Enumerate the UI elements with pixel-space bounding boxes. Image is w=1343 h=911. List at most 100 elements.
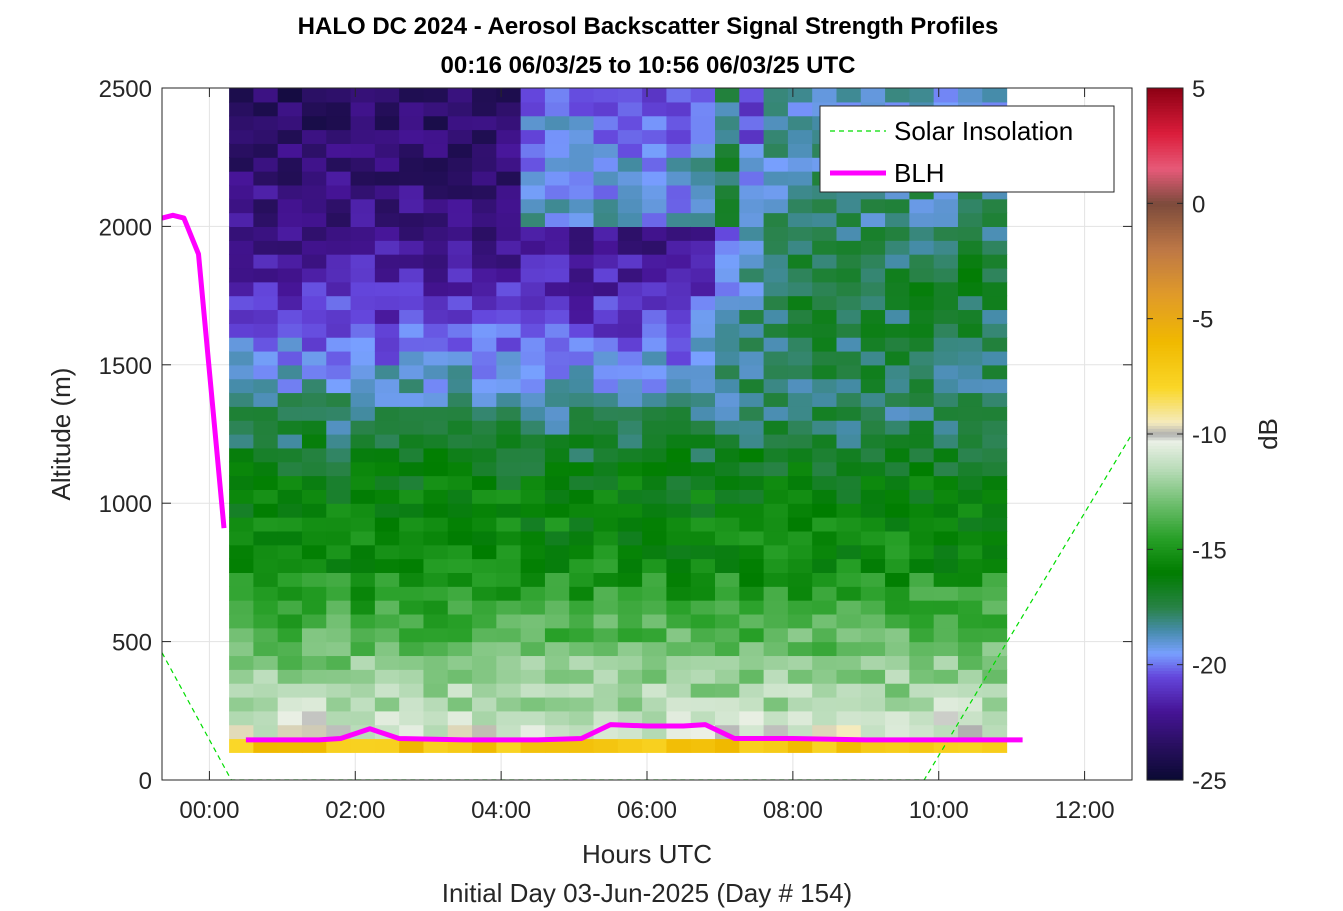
heatmap-cell <box>520 475 546 490</box>
heatmap-cell <box>909 710 935 726</box>
heatmap-cell <box>763 724 789 740</box>
heatmap-cell <box>666 171 692 186</box>
heatmap-cell <box>836 323 862 338</box>
colorbar-segment <box>1147 592 1183 597</box>
colorbar-segment <box>1147 223 1183 227</box>
heatmap-cell <box>666 88 692 103</box>
heatmap-cell <box>569 420 595 435</box>
heatmap-cell <box>690 281 716 297</box>
heatmap-cell <box>836 420 862 435</box>
heatmap-cell <box>520 281 546 297</box>
heatmap-cell <box>593 669 619 684</box>
heatmap-cell <box>860 364 886 380</box>
heatmap-cell <box>836 295 862 311</box>
heatmap-cell <box>690 572 716 587</box>
heatmap-cell <box>739 212 765 227</box>
heatmap-cell <box>447 627 473 643</box>
colorbar-segment <box>1147 353 1183 357</box>
heatmap-cell <box>666 226 692 241</box>
heatmap-cell <box>957 710 983 726</box>
heatmap-cell <box>739 627 765 643</box>
heatmap-cell <box>763 101 789 117</box>
heatmap-cell <box>836 517 862 532</box>
heatmap-cell <box>642 295 668 311</box>
colorbar-segment <box>1147 578 1183 582</box>
colorbar-tick-label: 5 <box>1192 76 1205 103</box>
heatmap-cell <box>909 337 935 352</box>
heatmap-cell <box>617 198 643 214</box>
colorbar-segment <box>1147 307 1183 311</box>
heatmap-cell <box>423 184 449 200</box>
heatmap-cell <box>593 586 619 601</box>
x-tick-label: 10:00 <box>909 797 969 824</box>
heatmap-cell <box>569 558 595 573</box>
colorbar-segment <box>1147 396 1183 400</box>
heatmap-cell <box>593 309 619 324</box>
heatmap-cell <box>399 710 425 726</box>
heatmap-cell <box>472 171 497 186</box>
heatmap-cell <box>277 281 303 297</box>
heatmap-cell <box>253 447 279 463</box>
heatmap-cell <box>715 683 740 698</box>
heatmap-cell <box>447 683 473 698</box>
legend-blh-label: BLH <box>894 158 945 188</box>
heatmap-cell <box>253 143 279 158</box>
colorbar-segment <box>1147 621 1183 625</box>
heatmap-cell <box>229 378 254 394</box>
heatmap-cell <box>277 254 303 269</box>
heatmap-cell <box>496 364 522 380</box>
heatmap-cell <box>787 489 813 504</box>
heatmap-cell <box>229 558 254 573</box>
heatmap-cell <box>472 696 497 712</box>
heatmap-cell <box>496 281 522 297</box>
heatmap-cell <box>982 364 1008 380</box>
heatmap-cell <box>860 530 886 546</box>
heatmap-cell <box>860 406 886 421</box>
heatmap-cell <box>885 627 910 643</box>
heatmap-cell <box>690 655 716 670</box>
heatmap-cell <box>253 212 279 227</box>
heatmap-cell <box>374 101 400 117</box>
heatmap-cell <box>423 323 449 338</box>
heatmap-cell <box>860 198 886 214</box>
colorbar-segment <box>1147 154 1183 158</box>
heatmap-cell <box>374 530 400 546</box>
heatmap-cell <box>739 392 765 407</box>
heatmap-cell <box>301 267 327 283</box>
heatmap-cell <box>447 420 473 435</box>
heatmap-cell <box>957 392 983 407</box>
heatmap-cell <box>326 738 352 753</box>
heatmap-cell <box>447 378 473 394</box>
heatmap-cell <box>350 171 376 186</box>
heatmap-cell <box>909 503 935 518</box>
heatmap-cell <box>472 212 497 227</box>
heatmap-cell <box>229 669 254 684</box>
heatmap-cell <box>447 129 473 144</box>
heatmap-cell <box>836 489 862 504</box>
heatmap-cell <box>690 461 716 477</box>
heatmap-cell <box>957 364 983 380</box>
heatmap-cell <box>399 115 425 131</box>
heatmap-cell <box>860 669 886 684</box>
heatmap-cell <box>520 267 546 283</box>
colorbar-segment <box>1147 370 1183 375</box>
heatmap-cell <box>326 198 352 214</box>
colorbar-segment <box>1147 402 1183 406</box>
heatmap-cell <box>982 212 1008 227</box>
heatmap-cell <box>642 157 668 172</box>
heatmap-cell <box>666 489 692 504</box>
x-tick-label: 06:00 <box>617 797 677 824</box>
heatmap-cell <box>666 461 692 477</box>
heatmap-cell <box>374 434 400 449</box>
colorbar-segment <box>1147 367 1183 372</box>
heatmap-cell <box>229 240 254 255</box>
colorbar-segment <box>1147 560 1183 565</box>
heatmap-cell <box>374 475 400 490</box>
backscatter-heatmap <box>229 88 1008 753</box>
heatmap-cell <box>715 641 740 657</box>
heatmap-cell <box>350 627 376 643</box>
heatmap-cell <box>812 696 838 712</box>
heatmap-cell <box>350 517 376 532</box>
colorbar-segment <box>1147 174 1183 178</box>
heatmap-cell <box>447 517 473 532</box>
